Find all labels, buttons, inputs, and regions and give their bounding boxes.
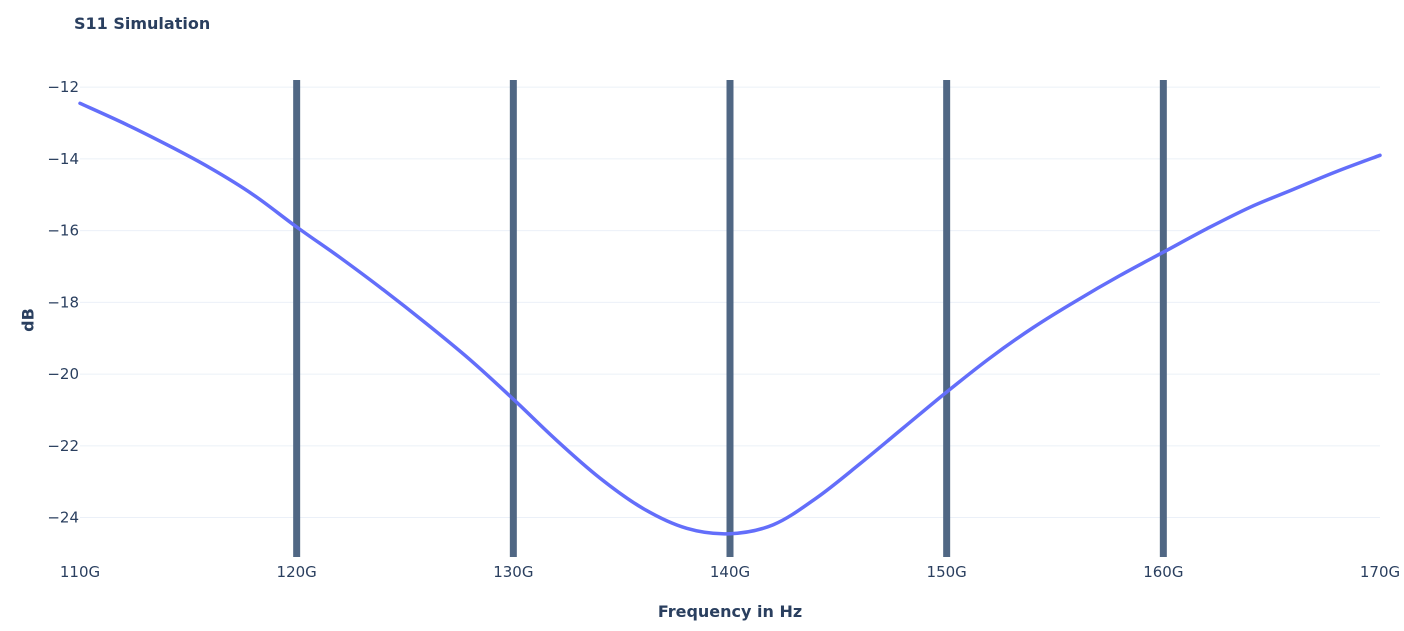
y-tick-label: −22 <box>47 437 79 455</box>
y-tick-label: −18 <box>47 293 79 311</box>
y-axis-label: dB <box>18 308 38 332</box>
y-tick-label: −24 <box>47 509 79 527</box>
y-tick-label: −12 <box>47 78 79 96</box>
x-tick-label: 170G <box>1360 563 1400 581</box>
x-tick-labels: 110G 120G 130G 140G 150G 160G 170G <box>60 563 1400 581</box>
y-tick-labels: −24 −22 −20 −18 −16 −14 −12 <box>47 78 79 526</box>
y-tick-label: −20 <box>47 365 79 383</box>
x-tick-label: 150G <box>927 563 967 581</box>
x-tick-label: 120G <box>277 563 317 581</box>
series-layer <box>78 101 1382 536</box>
x-tick-label: 110G <box>60 563 100 581</box>
chart-title: S11 Simulation <box>74 14 211 33</box>
marker-lines <box>293 80 1167 557</box>
y-tick-label: −14 <box>47 150 79 168</box>
x-tick-label: 140G <box>710 563 750 581</box>
y-tick-label: −16 <box>47 222 79 240</box>
x-tick-label: 160G <box>1143 563 1183 581</box>
x-tick-label: 130G <box>493 563 533 581</box>
x-axis-label: Frequency in Hz <box>657 602 803 621</box>
series-line <box>78 101 1382 536</box>
